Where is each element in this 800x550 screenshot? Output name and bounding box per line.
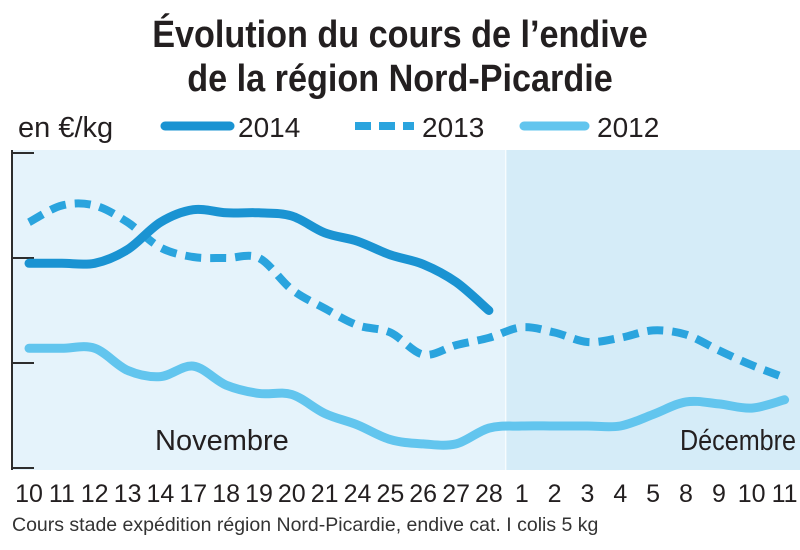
x-tick-label: 19: [245, 480, 273, 508]
plot-background: [12, 150, 800, 470]
x-tick-label: 17: [179, 480, 207, 508]
series-lines: [24, 199, 790, 450]
x-tick-label: 1: [515, 480, 529, 508]
x-tick-label: 10: [738, 480, 766, 508]
x-tick-label: 8: [679, 480, 693, 508]
chart-title-line-2: de la région Nord-Picardie: [187, 56, 612, 99]
x-tick-label: 25: [376, 480, 404, 508]
legend-item-2012: 2012: [519, 112, 659, 143]
x-tick-label: 27: [442, 480, 470, 508]
x-tick-label: 21: [311, 480, 339, 508]
x-tick-label: 18: [212, 480, 240, 508]
x-tick-label: 11: [772, 480, 798, 508]
month-shading-1: [12, 150, 506, 470]
legend-item-2013: 2013: [355, 112, 484, 143]
series-line-2014: [24, 204, 494, 315]
x-tick-label: 13: [114, 480, 142, 508]
x-tick-label: 5: [646, 480, 660, 508]
month-label-december: Décembre: [680, 425, 796, 457]
x-tick-label: 24: [344, 480, 372, 508]
chart-title-line-1: Évolution du cours de l’endive: [152, 12, 648, 55]
legend: 2014 2013 2012: [160, 112, 659, 143]
legend-label-2014: 2014: [238, 112, 300, 143]
x-tick-label: 14: [146, 480, 174, 508]
series-line-2013: [27, 199, 787, 382]
x-tick-label: 20: [278, 480, 306, 508]
x-tick-label: 4: [613, 480, 627, 508]
x-tick-label: 12: [81, 480, 109, 508]
x-tick-label: 26: [409, 480, 437, 508]
legend-item-2014: 2014: [160, 112, 300, 143]
x-axis-tick-labels: 10 11 12 13 14 17 18 19 20 21 24 25 26 27 28 1 2 3 4 5 8 9 10 1…: [15, 480, 797, 508]
legend-label-2012: 2012: [597, 112, 659, 143]
x-tick-label: 10: [15, 480, 43, 508]
source-footnote: Cours stade expédition région Nord-Picar…: [12, 514, 598, 536]
legend-label-2013: 2013: [422, 112, 484, 143]
y-axis: [11, 150, 34, 470]
series-line-2012: [24, 342, 790, 450]
x-tick-label: 9: [712, 480, 726, 508]
x-tick-label: 3: [581, 480, 595, 508]
x-tick-label: 2: [548, 480, 562, 508]
x-tick-label: 11: [49, 480, 75, 508]
x-tick-label: 28: [475, 480, 503, 508]
month-label-november: Novembre: [155, 425, 289, 457]
y-axis-unit-label: en €/kg: [18, 112, 113, 144]
